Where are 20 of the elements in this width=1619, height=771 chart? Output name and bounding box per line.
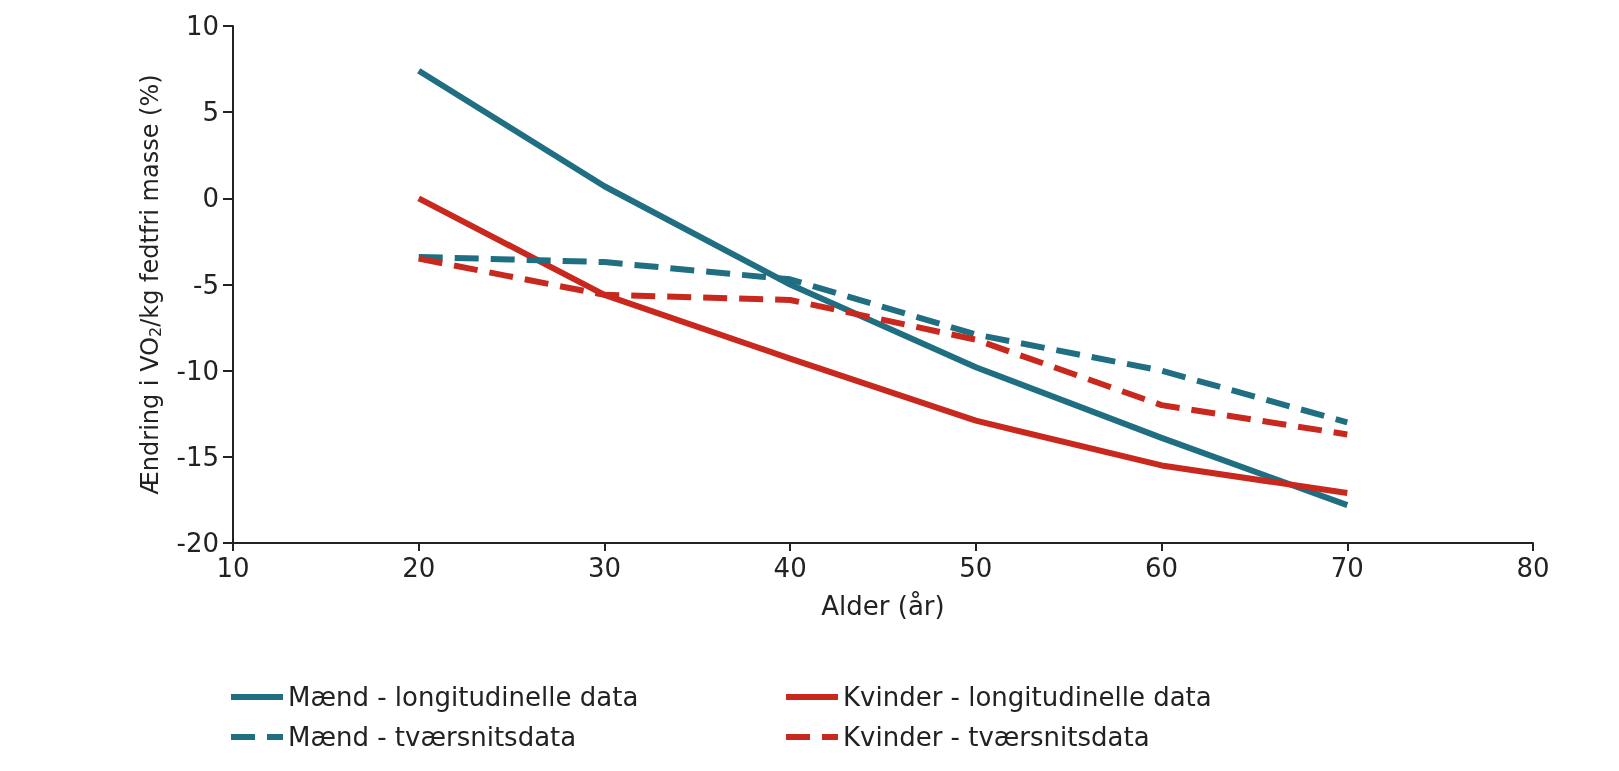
x-tick-label: 30 [587,553,621,583]
x-tick-label: 50 [959,553,993,583]
y-tick-label: -20 [176,528,219,558]
y-tick-label: 0 [202,183,219,214]
x-axis-title: Alder (år) [821,591,945,621]
legend-label: Mænd - longitudinelle data [288,682,639,712]
y-tick-label: -5 [193,269,219,300]
y-tick-label: 5 [202,97,219,128]
y-tick-label: 10 [185,11,219,41]
y-tick-label: -10 [176,355,219,386]
x-tick-label: 60 [1145,553,1179,583]
y-axis-title: Ændring i VO2/kg fedtfri masse (%) [136,74,165,495]
legend-label: Kvinder - tværsnitsdata [843,722,1150,752]
x-tick-label: 80 [1516,553,1550,583]
legend-label: Mænd - tværsnitsdata [288,722,577,752]
x-tick-label: 40 [773,553,807,583]
x-tick-label: 70 [1330,553,1364,583]
y-tick-label: -15 [176,441,219,472]
x-tick-label: 20 [402,553,436,583]
legend-label: Kvinder - longitudinelle data [843,682,1212,712]
